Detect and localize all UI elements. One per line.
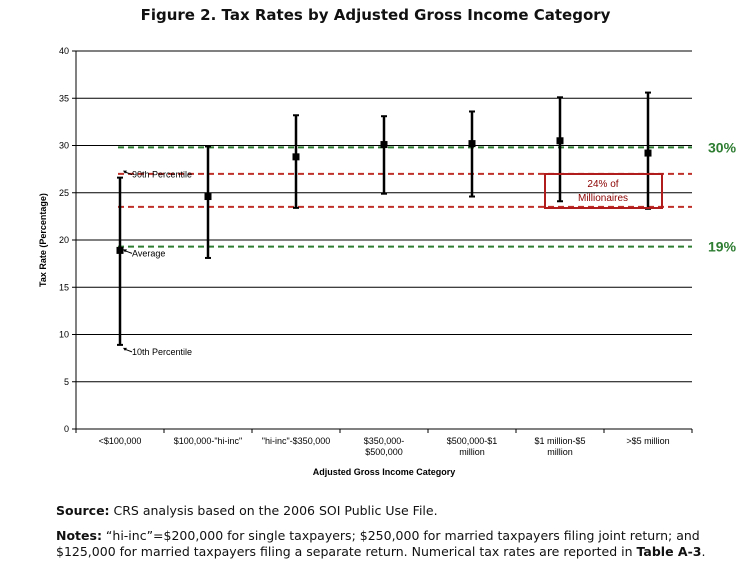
x-category-label: million: [547, 447, 573, 457]
millionaires-callout: 24% of Millionaires: [544, 173, 663, 209]
y-tick-label: 30: [59, 141, 69, 151]
y-tick-label: 35: [59, 93, 69, 103]
callout-line-2: Millionaires: [578, 193, 628, 204]
notes: Notes: “hi-inc”=$200,000 for single taxp…: [56, 528, 746, 560]
x-category-label: million: [459, 447, 485, 457]
x-category-label: $350,000-: [364, 436, 405, 446]
x-category-label: "hi-inc"-$350,000: [262, 436, 330, 446]
annotation-label: 90th Percentile: [132, 170, 192, 180]
y-ticks: 0 5 10 15 20 25 30 35 40: [59, 46, 76, 434]
x-category-label: $100,000-"hi-inc": [174, 436, 242, 446]
annotation-label: 10th Percentile: [132, 347, 192, 357]
reference-line-label: 30%: [708, 139, 737, 155]
x-category-label: $500,000: [365, 447, 403, 457]
annotations: 90th Percentile Average 10th Percentile: [123, 170, 192, 357]
y-tick-label: 40: [59, 46, 69, 56]
notes-label: Notes:: [56, 528, 102, 543]
source-label: Source:: [56, 503, 110, 518]
average-marker: [380, 141, 388, 149]
average-marker: [468, 140, 476, 148]
y-tick-label: 5: [64, 377, 69, 387]
error-bars: [116, 91, 652, 346]
source-note: Source: CRS analysis based on the 2006 S…: [56, 503, 438, 518]
y-tick-label: 15: [59, 282, 69, 292]
error-bar-chart: 0 5 10 15 20 25 30 35 40 <$100,000 $100,000-"hi-i…: [38, 46, 737, 477]
reference-lines: 30% 19%: [118, 139, 737, 255]
y-tick-label: 10: [59, 330, 69, 340]
annotation-arrowhead: [123, 249, 127, 253]
callout-box: [544, 173, 663, 209]
callout-line-1: 24% of: [587, 179, 618, 190]
notes-table-ref: Table A-3: [636, 544, 702, 559]
x-category-label: <$100,000: [99, 436, 142, 446]
x-category-label: $1 million-$5: [534, 436, 585, 446]
x-category-label: >$5 million: [626, 436, 669, 446]
annotation-arrowhead: [123, 347, 127, 351]
x-category-labels: <$100,000 $100,000-"hi-inc" "hi-inc"-$350,…: [75, 429, 693, 457]
y-tick-label: 0: [64, 424, 69, 434]
average-marker: [644, 149, 652, 157]
source-text: CRS analysis based on the 2006 SOI Publi…: [109, 503, 438, 518]
chart-title: Figure 2. Tax Rates by Adjusted Gross In…: [140, 6, 611, 24]
average-marker: [116, 246, 124, 254]
y-tick-label: 25: [59, 188, 69, 198]
annotation-arrowhead: [123, 170, 127, 174]
y-tick-label: 20: [59, 235, 69, 245]
annotation-label: Average: [132, 248, 165, 258]
average-marker: [556, 137, 564, 145]
notes-text: “hi-inc”=$200,000 for single taxpayers; …: [56, 528, 700, 559]
notes-end: .: [701, 544, 706, 559]
x-category-label: $500,000-$1: [447, 436, 498, 446]
grid-lines: [76, 50, 692, 383]
average-marker: [204, 193, 212, 201]
y-axis-label: Tax Rate (Percentage): [38, 193, 48, 287]
x-axis-label: Adjusted Gross Income Category: [313, 467, 456, 477]
reference-line-label: 19%: [708, 239, 737, 255]
average-marker: [292, 153, 300, 161]
